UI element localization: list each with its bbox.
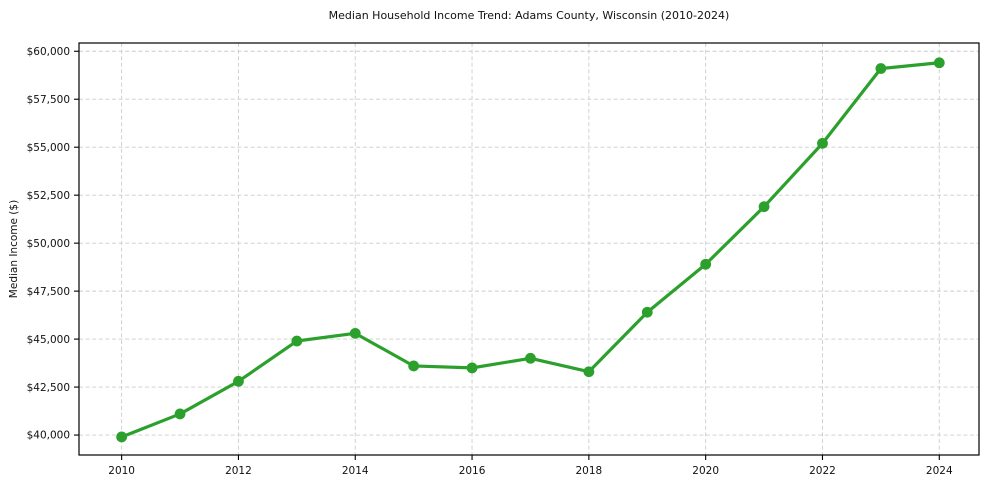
y-tick-label: $47,500 [27,286,70,298]
x-tick-label: 2018 [575,465,602,477]
data-point-2017 [525,352,536,364]
data-point-2021 [758,201,770,213]
y-tick-label: $52,500 [27,190,70,202]
x-tick-label: 2010 [108,465,135,477]
data-point-2012 [233,375,244,387]
data-point-2010 [116,431,128,443]
trend-line [120,61,941,439]
y-tick-label: $60,000 [27,46,70,58]
data-point-2014 [349,327,361,339]
y-tick-label: $40,000 [27,430,70,442]
y-tick-label: $42,500 [27,382,70,394]
x-tick-label: 2020 [692,465,719,477]
data-point-2020 [700,258,712,270]
data-point-2022 [817,137,828,149]
data-point-2015 [408,360,420,372]
y-tick-label: $57,500 [27,94,70,106]
x-tick-label: 2022 [809,465,836,477]
chart-title: Median Household Income Trend: Adams Cou… [328,9,730,22]
data-point-2016 [466,362,478,374]
x-tick-label: 2024 [926,465,953,477]
data-point-2011 [174,408,186,420]
data-point-2018 [583,366,595,378]
plot-border [78,42,980,456]
data-point-2019 [641,306,653,318]
data-point-2024 [933,57,945,69]
data-point-2023 [875,63,887,74]
y-tick-label: $45,000 [27,334,70,346]
x-tick-label: 2016 [459,465,486,477]
data-point-2013 [291,335,303,347]
y-tick-label: $55,000 [27,142,70,154]
x-tick-label: 2014 [342,465,369,477]
x-tick-label: 2012 [225,465,252,477]
y-tick-label: $50,000 [27,238,70,250]
